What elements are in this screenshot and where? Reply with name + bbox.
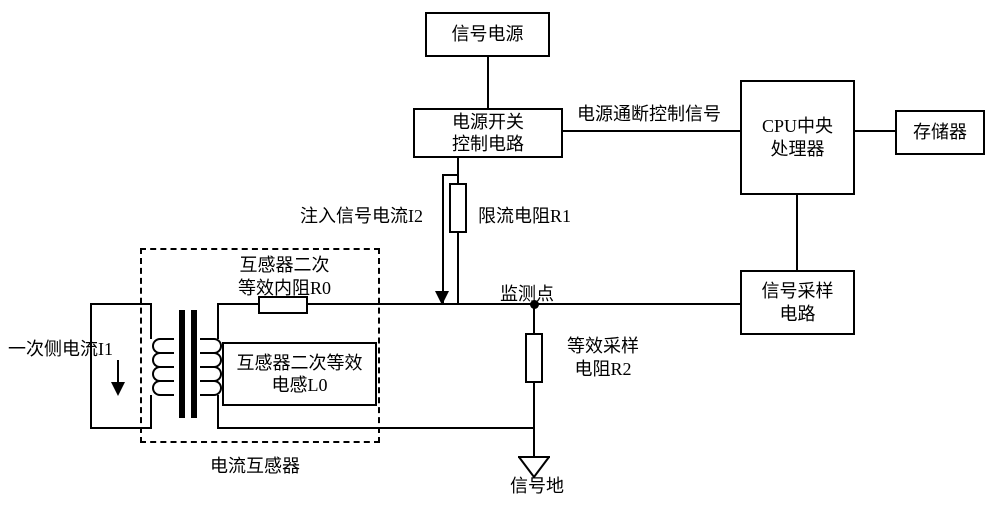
transformer-secondary-coil [200, 338, 222, 394]
edge [796, 195, 798, 270]
node-memory: 存储器 [895, 110, 985, 155]
edge [442, 175, 444, 305]
label-signal-gnd: 信号地 [510, 475, 564, 498]
resistor-R1 [449, 183, 467, 233]
edge [90, 303, 151, 305]
label-R0: 互感器二次等效内阻R0 [238, 254, 331, 299]
transformer-core [191, 310, 197, 418]
resistor-R0 [258, 296, 308, 314]
label-R2: 等效采样电阻R2 [567, 335, 639, 380]
edge [90, 303, 92, 429]
node-label: CPU中央处理器 [762, 115, 833, 160]
label-R1: 限流电阻R1 [478, 205, 571, 228]
node-label: 互感器二次等效电感L0 [237, 352, 363, 397]
edge [487, 57, 489, 108]
edge [150, 303, 152, 339]
label-transformer-name: 电流互感器 [210, 455, 300, 478]
node-label: 信号采样电路 [762, 280, 834, 325]
node-label: 信号电源 [452, 23, 524, 46]
edge [90, 427, 151, 429]
transformer-primary-coil [152, 338, 174, 394]
label-inject-I2: 注入信号电流I2 [300, 205, 423, 228]
edge [457, 233, 459, 305]
edge [308, 303, 740, 305]
edge [217, 303, 219, 339]
arrow-I1 [111, 382, 125, 396]
edge [442, 174, 459, 176]
edge [563, 130, 740, 132]
node-label: 存储器 [913, 121, 967, 144]
label-primary-I1: 一次侧电流I1 [8, 338, 113, 361]
transformer-core [179, 310, 185, 418]
arrow-I2 [435, 291, 449, 305]
edge [217, 395, 219, 429]
edge [457, 158, 459, 183]
edge [533, 383, 535, 457]
label-ctrl-signal: 电源通断控制信号 [577, 103, 721, 126]
node-label: 电源开关控制电路 [452, 111, 524, 156]
node-signal-power: 信号电源 [425, 12, 550, 57]
edge [218, 427, 535, 429]
node-cpu: CPU中央处理器 [740, 80, 855, 195]
node-power-switch-ctrl: 电源开关控制电路 [413, 108, 563, 158]
ground-icon [518, 456, 550, 478]
arrow-I1-tail [117, 360, 119, 384]
resistor-R2 [525, 333, 543, 383]
node-sampling-circuit: 信号采样电路 [740, 270, 855, 335]
node-inductance-L0: 互感器二次等效电感L0 [222, 342, 377, 406]
edge [855, 130, 895, 132]
edge [150, 395, 152, 429]
monitor-point-dot [530, 300, 539, 309]
edge [218, 303, 258, 305]
